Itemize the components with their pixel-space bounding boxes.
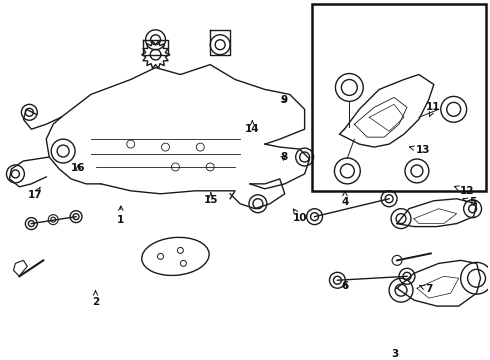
Text: 11: 11 xyxy=(426,102,441,116)
Text: 13: 13 xyxy=(410,145,430,155)
Text: 7: 7 xyxy=(419,284,433,294)
Text: 12: 12 xyxy=(454,186,475,197)
Text: 15: 15 xyxy=(204,193,218,205)
Text: 16: 16 xyxy=(71,163,86,173)
Text: 10: 10 xyxy=(293,209,307,223)
Text: 14: 14 xyxy=(245,121,260,134)
Text: 5: 5 xyxy=(463,197,476,207)
Text: 8: 8 xyxy=(280,152,287,162)
Text: 3: 3 xyxy=(392,349,398,359)
Text: 2: 2 xyxy=(92,291,99,307)
Text: 6: 6 xyxy=(342,281,349,291)
Text: 17: 17 xyxy=(28,187,43,200)
Text: 4: 4 xyxy=(342,191,349,207)
Text: 9: 9 xyxy=(280,95,287,105)
Text: 1: 1 xyxy=(117,206,124,225)
Bar xyxy=(312,4,486,192)
